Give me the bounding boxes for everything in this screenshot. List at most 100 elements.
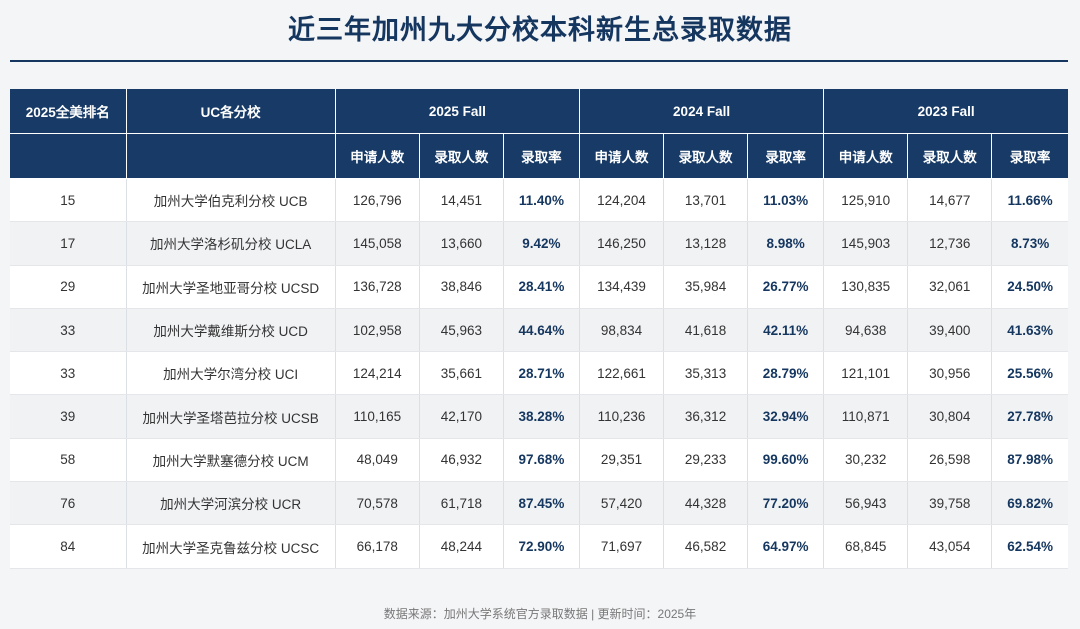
rank-cell: 33 xyxy=(10,308,127,353)
school-cell: 加州大学默塞德分校 UCM xyxy=(126,438,336,483)
admit-rate-cell: 38.28% xyxy=(503,394,580,439)
admitted-cell: 32,061 xyxy=(907,265,993,309)
admitted-cell: 39,400 xyxy=(907,308,993,353)
header-applicants: 申请人数 xyxy=(579,133,665,179)
applicants-cell: 98,834 xyxy=(579,308,665,353)
school-cell: 加州大学戴维斯分校 UCD xyxy=(126,308,336,353)
admitted-cell: 39,758 xyxy=(907,481,993,526)
admitted-cell: 13,128 xyxy=(663,221,749,266)
admit-rate-cell: 28.41% xyxy=(503,265,580,309)
header-school: UC各分校 xyxy=(126,89,336,134)
page-title: 近三年加州九大分校本科新生总录取数据 xyxy=(288,15,792,45)
admit-rate-cell: 8.98% xyxy=(747,221,825,266)
table-row: 33 加州大学尔湾分校 UCI 124,214 35,661 28.71% 122,661… xyxy=(10,351,1068,396)
applicants-cell: 56,943 xyxy=(823,481,909,526)
school-cell: 加州大学圣克鲁兹分校 UCSC xyxy=(126,524,336,569)
admit-rate-cell: 62.54% xyxy=(991,524,1068,569)
applicants-cell: 145,058 xyxy=(335,221,420,266)
table-row: 33 加州大学戴维斯分校 UCD 102,958 45,963 44.64% 98,834… xyxy=(10,308,1068,353)
admitted-cell: 14,677 xyxy=(907,178,993,223)
admit-rate-cell: 77.20% xyxy=(747,481,825,526)
applicants-cell: 48,049 xyxy=(335,438,420,483)
admitted-cell: 35,661 xyxy=(419,351,504,396)
admitted-cell: 30,804 xyxy=(907,394,993,439)
rank-cell: 17 xyxy=(10,221,127,266)
applicants-cell: 126,796 xyxy=(335,178,420,223)
admitted-cell: 13,660 xyxy=(419,221,504,266)
rank-cell: 33 xyxy=(10,351,127,396)
data-source-note: 数据来源：加州大学系统官方录取数据 | 更新时间：2025年 xyxy=(383,607,697,621)
applicants-cell: 29,351 xyxy=(579,438,665,483)
applicants-cell: 70,578 xyxy=(335,481,420,526)
school-cell: 加州大学圣地亚哥分校 UCSD xyxy=(126,265,336,309)
applicants-cell: 71,697 xyxy=(579,524,665,569)
table-row: 29 加州大学圣地亚哥分校 UCSD 136,728 38,846 28.41% 134,… xyxy=(10,265,1068,309)
rank-cell: 39 xyxy=(10,394,127,439)
header-row-metrics: 申请人数 录取人数 录取率 申请人数 录取人数 录取率 申请人数 录取人数 录取… xyxy=(10,133,1068,179)
admit-rate-cell: 11.66% xyxy=(991,178,1068,223)
applicants-cell: 146,250 xyxy=(579,221,665,266)
table-row: 39 加州大学圣塔芭拉分校 UCSB 110,165 42,170 38.28% 110,… xyxy=(10,394,1068,439)
admitted-cell: 46,582 xyxy=(663,524,749,569)
header-applicants: 申请人数 xyxy=(335,133,420,179)
table-row: 76 加州大学河滨分校 UCR 70,578 61,718 87.45% 57,420 44… xyxy=(10,481,1068,526)
header-year-2024: 2024 Fall xyxy=(579,89,825,134)
school-cell: 加州大学洛杉矶分校 UCLA xyxy=(126,221,336,266)
header-blank xyxy=(126,133,336,179)
applicants-cell: 110,236 xyxy=(579,394,665,439)
admit-rate-cell: 72.90% xyxy=(503,524,580,569)
applicants-cell: 122,661 xyxy=(579,351,665,396)
rank-cell: 58 xyxy=(10,438,127,483)
admit-rate-cell: 28.79% xyxy=(747,351,825,396)
applicants-cell: 134,439 xyxy=(579,265,665,309)
admitted-cell: 42,170 xyxy=(419,394,504,439)
applicants-cell: 102,958 xyxy=(335,308,420,353)
admitted-cell: 45,963 xyxy=(419,308,504,353)
admitted-cell: 41,618 xyxy=(663,308,749,353)
header-admitted: 录取人数 xyxy=(419,133,504,179)
applicants-cell: 57,420 xyxy=(579,481,665,526)
admitted-cell: 30,956 xyxy=(907,351,993,396)
header-blank xyxy=(10,133,127,179)
admit-rate-cell: 32.94% xyxy=(747,394,825,439)
admitted-cell: 26,598 xyxy=(907,438,993,483)
admit-rate-cell: 87.45% xyxy=(503,481,580,526)
admit-rate-cell: 41.63% xyxy=(991,308,1068,353)
table-row: 17 加州大学洛杉矶分校 UCLA 145,058 13,660 9.42% 146,25… xyxy=(10,221,1068,266)
school-cell: 加州大学圣塔芭拉分校 UCSB xyxy=(126,394,336,439)
admitted-cell: 14,451 xyxy=(419,178,504,223)
school-cell: 加州大学伯克利分校 UCB xyxy=(126,178,336,223)
applicants-cell: 136,728 xyxy=(335,265,420,309)
rank-cell: 76 xyxy=(10,481,127,526)
header-admit-rate: 录取率 xyxy=(991,133,1068,179)
header-applicants: 申请人数 xyxy=(823,133,909,179)
header-row-years: 2025全美排名 UC各分校 2025 Fall 2024 Fall 2023 … xyxy=(10,89,1068,134)
admitted-cell: 36,312 xyxy=(663,394,749,439)
admitted-cell: 43,054 xyxy=(907,524,993,569)
admitted-cell: 35,984 xyxy=(663,265,749,309)
header-year-2025: 2025 Fall xyxy=(335,89,580,134)
admissions-table: 2025全美排名 UC各分校 2025 Fall 2024 Fall 2023 … xyxy=(10,89,1068,569)
rank-cell: 15 xyxy=(10,178,127,223)
admit-rate-cell: 42.11% xyxy=(747,308,825,353)
header-admit-rate: 录取率 xyxy=(503,133,580,179)
header-admitted: 录取人数 xyxy=(663,133,749,179)
applicants-cell: 30,232 xyxy=(823,438,909,483)
admit-rate-cell: 64.97% xyxy=(747,524,825,569)
table-row: 58 加州大学默塞德分校 UCM 48,049 46,932 97.68% 29,351 2… xyxy=(10,438,1068,483)
applicants-cell: 68,845 xyxy=(823,524,909,569)
admit-rate-cell: 11.40% xyxy=(503,178,580,223)
school-cell: 加州大学尔湾分校 UCI xyxy=(126,351,336,396)
admit-rate-cell: 44.64% xyxy=(503,308,580,353)
rank-cell: 84 xyxy=(10,524,127,569)
school-cell: 加州大学河滨分校 UCR xyxy=(126,481,336,526)
table-body: 15 加州大学伯克利分校 UCB 126,796 14,451 11.40% 124,20… xyxy=(10,178,1068,569)
applicants-cell: 121,101 xyxy=(823,351,909,396)
header-admitted: 录取人数 xyxy=(907,133,993,179)
title-divider xyxy=(10,60,1068,62)
admit-rate-cell: 28.71% xyxy=(503,351,580,396)
admit-rate-cell: 9.42% xyxy=(503,221,580,266)
admitted-cell: 46,932 xyxy=(419,438,504,483)
applicants-cell: 124,214 xyxy=(335,351,420,396)
admit-rate-cell: 97.68% xyxy=(503,438,580,483)
